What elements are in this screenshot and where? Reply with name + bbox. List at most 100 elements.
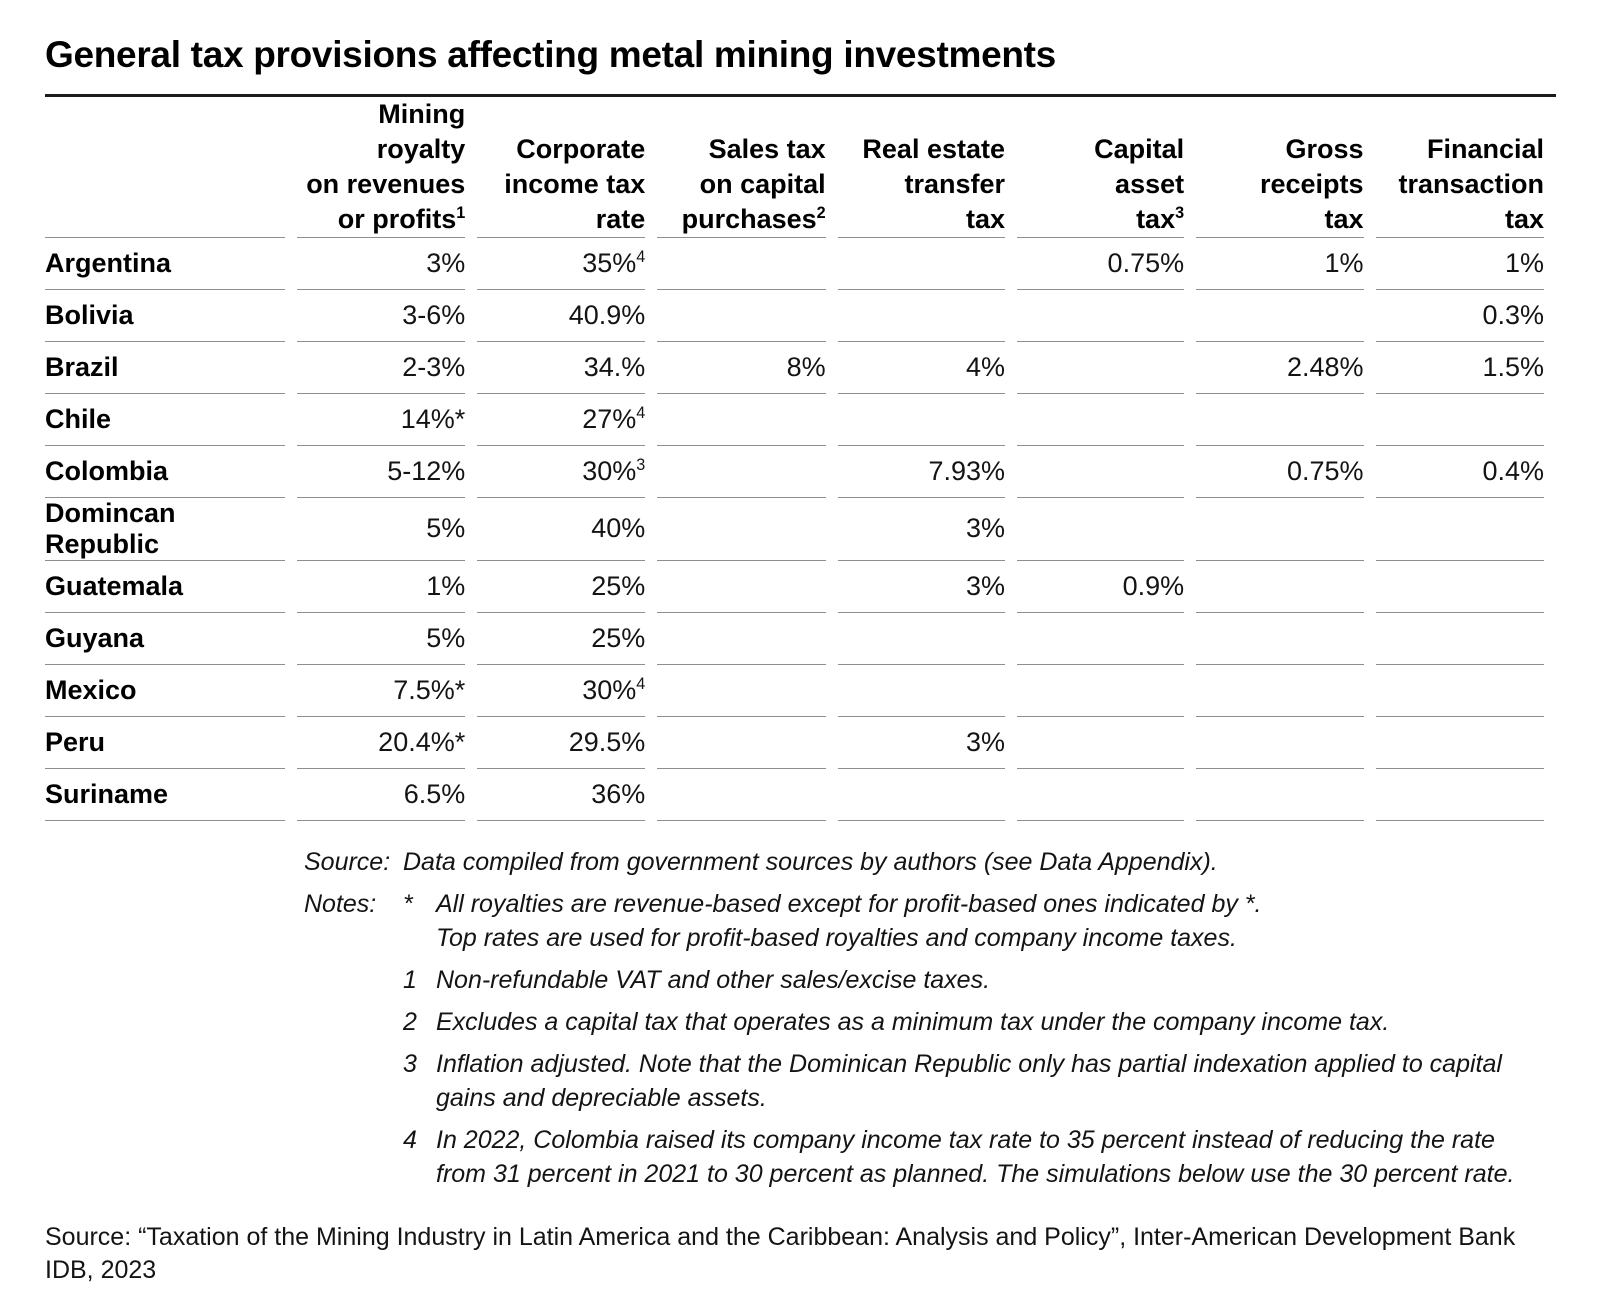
table-row-peru: Peru 20.4%* 29.5% 3% [45, 717, 1544, 769]
value-cell: 27%4 [477, 394, 646, 446]
value-cell [1196, 665, 1364, 717]
value-cell: 25% [477, 613, 646, 665]
header-line: Financial [1426, 133, 1544, 164]
header-line: Sales tax [708, 133, 826, 164]
value-cell [1017, 498, 1185, 561]
value-cell [837, 769, 1006, 821]
table-header: Mining royalty on revenues or profits1 C… [45, 97, 1544, 238]
value-cell [1375, 561, 1544, 613]
value-cell: 5-12% [297, 446, 466, 498]
value-cell: 20.4%* [297, 717, 466, 769]
note-text: Non-refundable VAT and other sales/excis… [436, 965, 991, 994]
value-cell [657, 498, 826, 561]
header-line: or profits1 [337, 203, 466, 234]
value-cell: 2-3% [297, 342, 466, 394]
note-marker: 2 [403, 1007, 417, 1036]
value-cell: 8% [657, 342, 826, 394]
header-line: tax [965, 203, 1006, 234]
column-header-capital-asset-tax: Capital asset tax3 [1017, 97, 1185, 238]
value-cell: 3% [837, 717, 1006, 769]
note-row-1: 1 Non-refundable VAT and other sales/exc… [304, 963, 1556, 997]
value-cell: 0.75% [1017, 238, 1185, 290]
table-row-brazil: Brazil 2-3% 34.% 8% 4% 2.48% 1.5% [45, 342, 1544, 394]
value-cell [1017, 446, 1185, 498]
value-cell [1017, 665, 1185, 717]
value-cell [657, 238, 826, 290]
value-cell [837, 394, 1006, 446]
value-cell [1017, 394, 1185, 446]
country-name: Guyana [45, 613, 286, 665]
country-name: Brazil [45, 342, 286, 394]
header-line: Corporate [516, 133, 646, 164]
table-row-bolivia: Bolivia 3-6% 40.9% 0.3% [45, 290, 1544, 342]
value-cell: 0.4% [1375, 446, 1544, 498]
value-cell [1196, 769, 1364, 821]
note-row-4: 4 In 2022, Colombia raised its company i… [304, 1123, 1556, 1191]
value-cell: 36% [477, 769, 646, 821]
note-text: All royalties are revenue-based except f… [436, 889, 1262, 952]
column-header-gross-receipts-tax: Gross receipts tax [1196, 97, 1364, 238]
country-name: Chile [45, 394, 286, 446]
note-row-asterisk: Notes: * All royalties are revenue-based… [304, 887, 1556, 955]
value-cell: 34.% [477, 342, 646, 394]
source-row: Source: Data compiled from government so… [304, 845, 1556, 879]
value-cell: 0.3% [1375, 290, 1544, 342]
empty-corner-header [45, 97, 286, 238]
notes-block: Source: Data compiled from government so… [304, 845, 1556, 1191]
tax-provisions-table: Mining royalty on revenues or profits1 C… [33, 97, 1556, 821]
value-cell [1196, 394, 1364, 446]
table-row-colombia: Colombia 5-12% 30%3 7.93% 0.75% 0.4% [45, 446, 1544, 498]
value-cell [1017, 342, 1185, 394]
value-cell: 40% [477, 498, 646, 561]
value-cell: 6.5% [297, 769, 466, 821]
header-line: receipts [1259, 168, 1364, 199]
header-line: tax3 [1136, 203, 1185, 234]
value-cell [657, 613, 826, 665]
note-marker: * [403, 889, 413, 918]
citation-line: IDB, 2023 [45, 1255, 157, 1284]
header-line: Gross [1285, 133, 1364, 164]
country-name: Domincan Republic [45, 498, 286, 561]
value-cell [1375, 665, 1544, 717]
note-row-2: 2 Excludes a capital tax that operates a… [304, 1005, 1556, 1039]
table-row-mexico: Mexico 7.5%* 30%4 [45, 665, 1544, 717]
value-cell: 35%4 [477, 238, 646, 290]
value-cell [1196, 717, 1364, 769]
table-row-argentina: Argentina 3% 35%4 0.75% 1% 1% [45, 238, 1544, 290]
value-cell: 14%* [297, 394, 466, 446]
value-cell: 25% [477, 561, 646, 613]
source-label: Source: [304, 847, 391, 876]
header-line: on capital [699, 168, 826, 199]
value-cell: 4% [837, 342, 1006, 394]
value-cell [1196, 561, 1364, 613]
value-cell: 3% [837, 561, 1006, 613]
header-line: tax [1504, 203, 1544, 234]
value-cell [1375, 613, 1544, 665]
value-cell: 2.48% [1196, 342, 1364, 394]
value-cell: 0.9% [1017, 561, 1185, 613]
notes-label: Notes: [304, 889, 377, 918]
value-cell: 7.5%* [297, 665, 466, 717]
value-cell: 30%3 [477, 446, 646, 498]
value-cell [657, 446, 826, 498]
country-name: Mexico [45, 665, 286, 717]
header-line: rate [595, 203, 646, 234]
value-cell [1017, 290, 1185, 342]
header-line: asset [1115, 168, 1185, 199]
value-cell [837, 290, 1006, 342]
note-text: Inflation adjusted. Note that the Domini… [436, 1049, 1502, 1112]
title-divider [45, 93, 1556, 97]
value-cell: 1% [1375, 238, 1544, 290]
column-header-mining-royalty: Mining royalty on revenues or profits1 [297, 97, 466, 238]
header-superscript: 3 [1175, 203, 1185, 222]
value-cell [1375, 394, 1544, 446]
country-name: Colombia [45, 446, 286, 498]
column-header-corporate-income-tax: Corporate income tax rate [477, 97, 646, 238]
value-cell [657, 561, 826, 613]
header-line: Real estate [862, 133, 1006, 164]
table-row-chile: Chile 14%* 27%4 [45, 394, 1544, 446]
column-header-real-estate-transfer-tax: Real estate transfer tax [837, 97, 1006, 238]
header-line: Mining royalty [376, 98, 466, 164]
value-cell [657, 394, 826, 446]
